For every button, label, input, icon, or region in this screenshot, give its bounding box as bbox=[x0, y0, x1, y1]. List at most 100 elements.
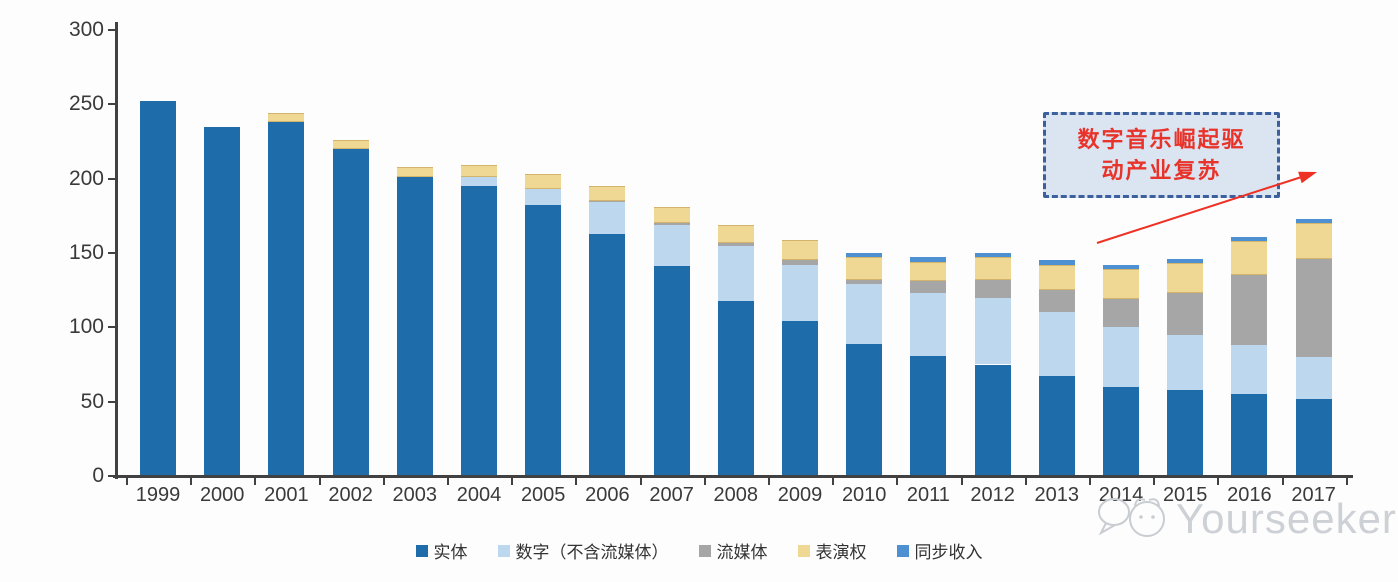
bar-segment-2007 bbox=[653, 206, 690, 224]
y-axis-tick bbox=[108, 252, 117, 254]
bar-segment-2015 bbox=[1167, 258, 1204, 264]
y-axis-tick bbox=[108, 29, 117, 31]
y-axis-label: 250 bbox=[68, 92, 104, 116]
x-axis-label: 2008 bbox=[713, 484, 759, 506]
x-axis-label: 2007 bbox=[649, 484, 694, 506]
watermark-logo-icon bbox=[1098, 498, 1165, 537]
bar-segment-2016 bbox=[1231, 345, 1268, 395]
x-axis-label: 2005 bbox=[520, 484, 566, 506]
x-axis-label: 2014 bbox=[1098, 484, 1144, 506]
legend-swatch-icon bbox=[497, 544, 510, 557]
bar-segment-2012 bbox=[974, 364, 1011, 476]
legend-swatch-icon bbox=[797, 544, 810, 557]
x-axis-tick bbox=[1281, 478, 1284, 485]
x-axis-tick bbox=[1217, 478, 1220, 485]
bar-segment-2013 bbox=[1038, 260, 1075, 265]
bar-segment-2016 bbox=[1231, 275, 1268, 346]
bar-segment-2015 bbox=[1167, 334, 1204, 390]
legend-label: 同步收入 bbox=[914, 543, 983, 562]
x-axis-tick bbox=[639, 478, 642, 485]
x-axis-tick bbox=[446, 478, 449, 485]
bar-segment-2010 bbox=[846, 257, 883, 280]
bar-segment-2007 bbox=[653, 223, 690, 225]
x-axis-label: 1999 bbox=[135, 484, 181, 506]
y-axis-label: 50 bbox=[80, 389, 104, 413]
y-axis-label: 150 bbox=[68, 241, 104, 264]
bar-segment-2016 bbox=[1231, 394, 1268, 476]
legend-item: 流媒体 bbox=[698, 538, 768, 563]
bar-segment-2011 bbox=[910, 293, 947, 356]
bar-segment-2014 bbox=[1103, 299, 1139, 328]
bar-segment-2008 bbox=[717, 300, 754, 476]
x-axis-tick bbox=[703, 478, 706, 485]
bar-segment-2009 bbox=[782, 321, 818, 476]
bar-segment-2011 bbox=[910, 257, 947, 262]
bar-segment-2012 bbox=[974, 253, 1011, 258]
bar-segment-2012 bbox=[974, 257, 1011, 280]
bar-segment-2014 bbox=[1103, 327, 1139, 387]
x-axis-label: 2009 bbox=[777, 484, 823, 506]
bar-segment-2012 bbox=[974, 279, 1011, 298]
bar-segment-2014 bbox=[1103, 269, 1139, 300]
bar-segment-2006 bbox=[589, 202, 626, 234]
bar-segment-2013 bbox=[1038, 290, 1075, 313]
bar-segment-2004 bbox=[461, 165, 497, 178]
bar-segment-2006 bbox=[589, 200, 626, 203]
x-axis-label: 2001 bbox=[264, 484, 309, 506]
y-axis-label: 0 bbox=[92, 464, 104, 487]
bar-segment-2010 bbox=[846, 279, 883, 285]
legend-label: 实体 bbox=[433, 543, 468, 562]
x-axis-label: 2017 bbox=[1291, 484, 1336, 506]
legend-label: 表演权 bbox=[815, 543, 867, 562]
x-axis-tick bbox=[896, 478, 899, 485]
x-axis-tick bbox=[1345, 478, 1348, 485]
x-axis-tick bbox=[511, 478, 514, 485]
bar-segment-2015 bbox=[1167, 263, 1204, 294]
x-axis-tick bbox=[575, 478, 578, 485]
x-axis-label: 2003 bbox=[392, 484, 438, 506]
x-axis-tick bbox=[832, 478, 835, 485]
bar-segment-2006 bbox=[589, 233, 626, 476]
x-axis-label: 2012 bbox=[970, 484, 1015, 506]
legend-item: 数字（不含流媒体） bbox=[497, 538, 669, 563]
legend-item: 同步收入 bbox=[896, 538, 983, 563]
y-axis-tick bbox=[108, 326, 117, 329]
x-axis-tick bbox=[125, 478, 128, 485]
legend-swatch-icon bbox=[415, 544, 428, 557]
annotation-text-line1: 数字音乐崛起驱 bbox=[1077, 127, 1246, 152]
watermark-text: Yourseeker bbox=[1176, 495, 1397, 542]
bar-segment-1999 bbox=[140, 101, 176, 476]
bar-segment-2013 bbox=[1038, 312, 1075, 377]
x-axis-tick bbox=[1153, 478, 1156, 485]
bar-segment-2013 bbox=[1038, 264, 1075, 291]
bar-segment-2007 bbox=[653, 266, 690, 476]
x-axis-label: 2006 bbox=[585, 484, 630, 506]
bar-segment-2011 bbox=[910, 355, 947, 476]
bar-segment-2003 bbox=[396, 166, 433, 178]
bar-segment-2014 bbox=[1103, 386, 1139, 476]
x-axis-label: 2004 bbox=[456, 484, 502, 506]
bar-segment-2009 bbox=[782, 260, 818, 265]
x-axis-tick bbox=[767, 478, 770, 485]
y-axis-tick bbox=[108, 103, 117, 106]
bar-segment-2004 bbox=[461, 186, 497, 476]
bar-segment-2016 bbox=[1231, 236, 1268, 242]
bar-segment-2008 bbox=[717, 245, 754, 301]
bar-segment-2013 bbox=[1038, 376, 1075, 476]
legend: 实体 数字（不含流媒体） 流媒体 表演权 同步收入 bbox=[0, 538, 1398, 563]
bar-segment-2001 bbox=[268, 113, 305, 123]
x-axis-label: 2002 bbox=[328, 484, 373, 506]
legend-swatch-icon bbox=[698, 544, 711, 557]
bar-segment-2010 bbox=[846, 253, 883, 258]
bar-segment-2005 bbox=[525, 174, 562, 190]
y-axis-tick bbox=[108, 475, 117, 477]
bar-segment-2002 bbox=[332, 148, 369, 476]
x-axis-tick bbox=[190, 478, 193, 485]
bar-segment-2017 bbox=[1295, 223, 1332, 259]
legend-item: 实体 bbox=[415, 538, 468, 563]
x-axis-tick bbox=[318, 478, 321, 485]
annotation-box: 数字音乐崛起驱 动产业复苏 bbox=[1043, 112, 1280, 198]
bar-segment-2000 bbox=[204, 126, 241, 476]
legend-label: 流媒体 bbox=[716, 543, 768, 562]
